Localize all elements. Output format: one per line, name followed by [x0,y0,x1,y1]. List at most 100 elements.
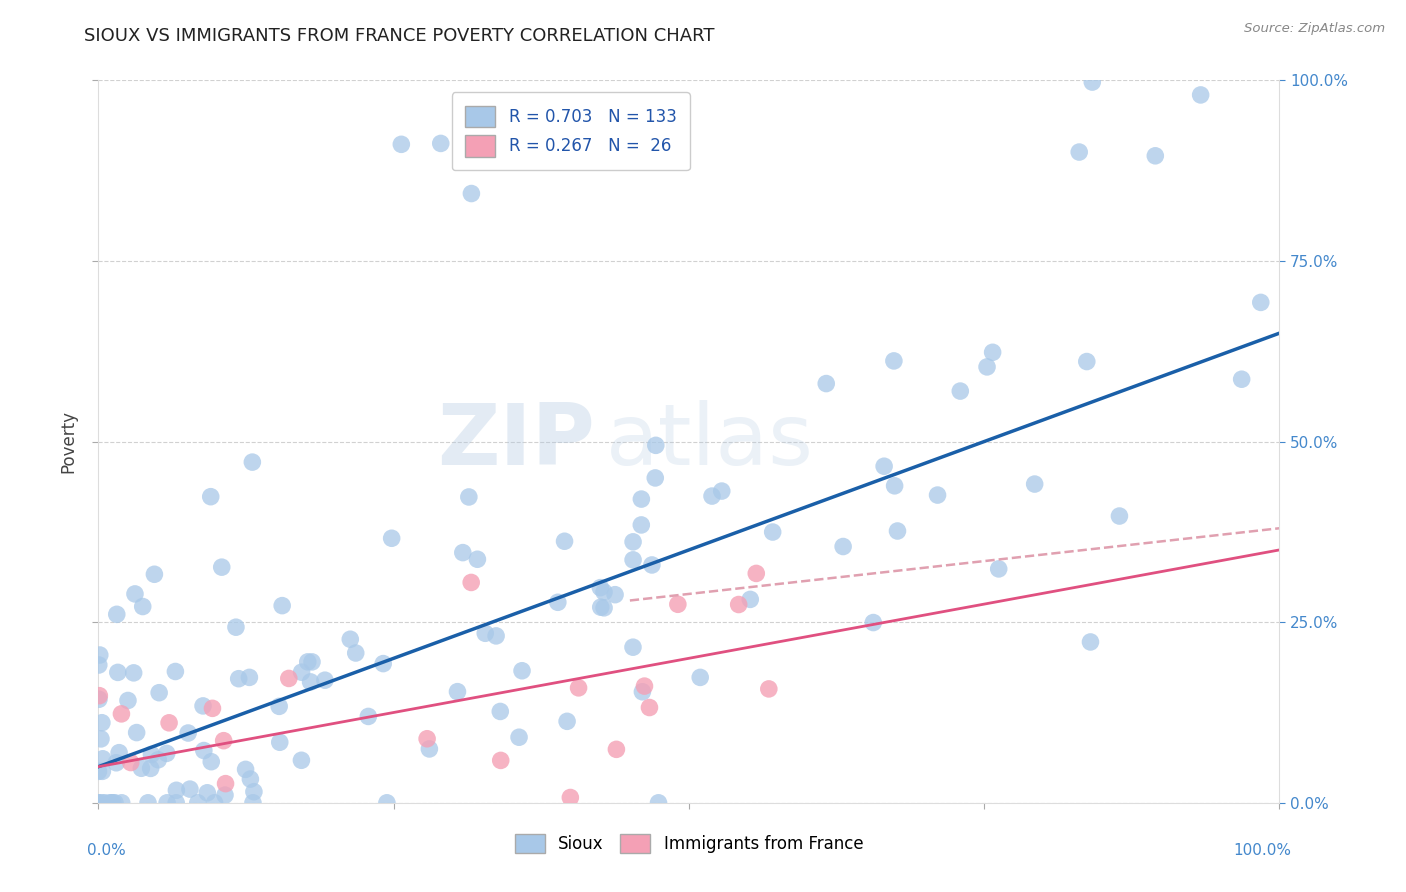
Point [87,692,110,706]
Point [457,490,479,504]
Point [593,585,616,599]
Point [132,599,155,614]
Point [91,752,114,766]
Point [98,796,121,810]
Point [228,672,250,686]
Text: 100.0%: 100.0% [1233,843,1291,857]
Point [240,455,263,469]
Point [666,597,689,611]
Point [630,492,652,507]
Point [124,587,146,601]
Point [214,788,236,802]
Point [485,629,508,643]
Point [141,747,163,762]
Point [105,607,128,622]
Point [90,715,112,730]
Point [451,546,474,560]
Point [87,764,110,779]
Point [131,761,153,775]
Point [122,665,145,680]
Point [1069,145,1091,159]
Point [101,796,124,810]
Point [110,706,132,721]
Text: SIOUX VS IMMIGRANTS FROM FRANCE POVERTY CORRELATION CHART: SIOUX VS IMMIGRANTS FROM FRANCE POVERTY … [84,27,714,45]
Point [87,796,110,810]
Point [710,484,733,499]
Point [87,796,110,810]
Point [214,777,236,791]
Point [191,698,214,713]
Point [94,796,117,810]
Point [589,581,612,595]
Point [339,632,361,647]
Point [508,730,530,744]
Point [104,796,127,810]
Point [125,811,148,825]
Point [243,785,266,799]
Point [165,796,187,810]
Point [373,657,395,671]
Point [156,796,179,810]
Point [621,553,644,567]
Point [727,598,749,612]
Point [314,673,336,688]
Text: 0.0%: 0.0% [87,843,125,857]
Point [927,488,949,502]
Point [832,540,855,554]
Point [344,646,367,660]
Point [211,560,233,574]
Point [762,524,785,539]
Point [1108,509,1130,524]
Point [474,626,496,640]
Point [446,684,468,698]
Point [195,786,218,800]
Point [271,599,294,613]
Point [212,733,235,747]
Point [290,665,312,680]
Point [745,566,768,581]
Point [381,531,404,545]
Point [631,685,654,699]
Point [630,517,652,532]
Point [883,354,905,368]
Point [239,772,262,786]
Point [177,726,200,740]
Point [949,384,972,398]
Point [290,753,312,767]
Point [91,764,114,779]
Point [187,796,209,810]
Point [136,796,159,810]
Point [740,592,762,607]
Point [547,595,569,609]
Point [297,655,319,669]
Point [105,831,128,846]
Point [886,524,908,538]
Point [700,489,723,503]
Point [107,665,129,680]
Point [165,665,187,679]
Point [883,479,905,493]
Point [148,686,170,700]
Point [211,830,233,844]
Point [157,831,180,846]
Point [460,186,482,201]
Point [89,689,111,703]
Point [555,714,578,729]
Point [644,438,666,452]
Point [633,679,655,693]
Point [156,747,179,761]
Point [1144,149,1167,163]
Point [1230,372,1253,386]
Point [1189,87,1212,102]
Point [139,761,162,775]
Point [568,681,591,695]
Point [375,796,398,810]
Point [560,790,582,805]
Point [429,136,451,151]
Point [1081,75,1104,89]
Point [758,681,780,696]
Point [489,705,512,719]
Point [301,655,323,669]
Point [621,534,644,549]
Point [87,831,110,846]
